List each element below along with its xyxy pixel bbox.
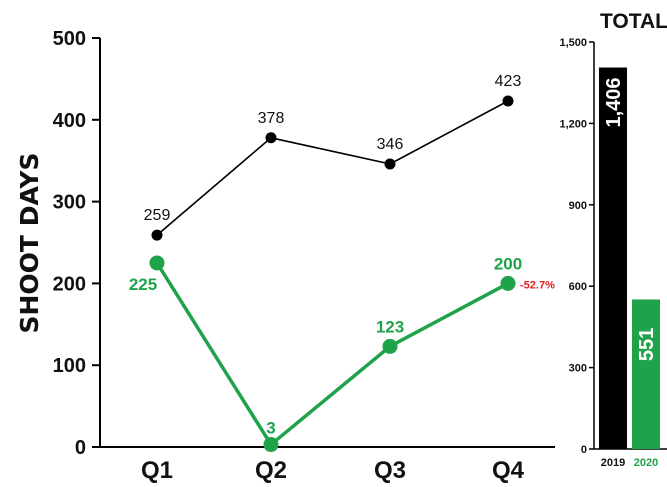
line-chart-x-tick-label: Q4	[492, 457, 525, 484]
bar-2019	[599, 67, 627, 449]
bar-chart-y-tick-label: 1,200	[559, 118, 587, 130]
line-chart-x-tick-label: Q1	[141, 457, 173, 484]
series-2-point	[263, 437, 279, 453]
series-1-point	[265, 132, 277, 144]
series-2-point	[382, 338, 398, 354]
bar-category-label: 2020	[634, 457, 658, 469]
series-2-data-label: 3	[266, 419, 275, 438]
line-chart-y-tick-label: 100	[53, 355, 86, 377]
bar-value-label: 1,406	[603, 77, 625, 127]
bar-2020	[632, 299, 660, 449]
bar-chart-y-tick-label: 0	[581, 444, 587, 456]
series-1-data-label: 259	[144, 207, 171, 224]
series-line-1	[156, 100, 509, 236]
series-1-data-label: 378	[258, 110, 285, 127]
series-1-data-label: 423	[495, 73, 522, 90]
bar-chart-title: TOTAL	[600, 10, 667, 33]
line-chart-y-tick-label: 0	[75, 437, 86, 459]
bar-value-label: 551	[636, 328, 658, 361]
line-chart-y-tick-label: 500	[53, 28, 86, 50]
line-chart-y-tick-label: 300	[53, 192, 86, 214]
bar-chart-y-tick-label: 900	[569, 200, 587, 212]
series-1-point	[502, 95, 514, 107]
bar-chart-y-tick-label: 1,500	[559, 37, 587, 49]
bar-category-label: 2019	[601, 457, 625, 469]
series-2-data-label: 200	[494, 254, 522, 273]
bar-chart-y-tick-label: 600	[569, 281, 587, 293]
line-chart-y-axis-label: SHOOT DAYS	[15, 152, 44, 333]
series-1-point	[151, 229, 163, 241]
bar-chart-y-tick-label: 300	[569, 363, 587, 375]
series-2-point	[149, 255, 165, 271]
series-1-data-label: 346	[377, 136, 404, 153]
line-chart-x-tick-label: Q3	[374, 457, 406, 484]
series-2-point	[500, 275, 516, 291]
series-2-data-label: 123	[376, 317, 404, 336]
change-annotation: -52.7%	[520, 279, 555, 291]
series-2-data-label: 225	[129, 275, 157, 294]
series-1-point	[384, 158, 396, 170]
series-line-2	[155, 262, 509, 448]
line-chart-y-tick-label: 200	[53, 273, 86, 295]
line-chart-y-tick-label: 400	[53, 110, 86, 132]
line-chart-x-tick-label: Q2	[255, 457, 287, 484]
